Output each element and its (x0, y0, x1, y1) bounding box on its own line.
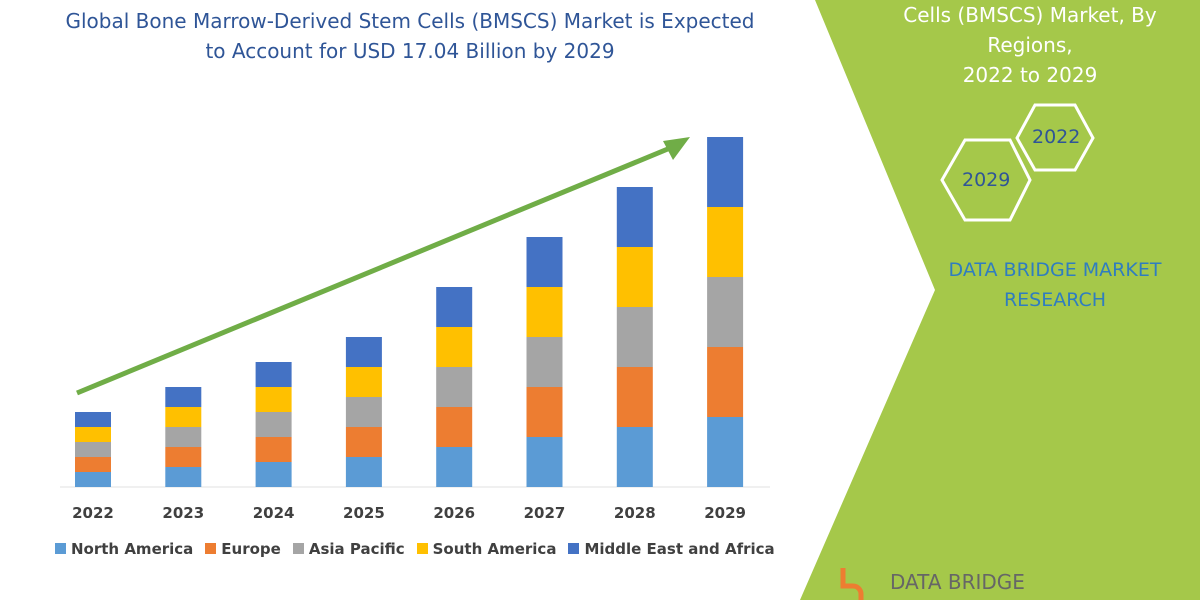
x-tick-label: 2029 (704, 504, 746, 522)
title-line-1: Global Bone Marrow-Derived Stem Cells (B… (65, 9, 755, 33)
bar-2029-europe (707, 347, 744, 417)
legend-swatch (55, 543, 66, 554)
logo-icon (840, 568, 864, 600)
trend-arrow-line (76, 143, 676, 396)
right-title-line-2: 2022 to 2029 (962, 63, 1098, 87)
x-tick-label: 2022 (72, 504, 114, 522)
bar-2024-europe (255, 437, 292, 462)
bar-2027-asia-pacific (526, 337, 563, 387)
legend-item: North America (55, 540, 193, 558)
legend-swatch (416, 543, 428, 554)
hexagon-2029 (940, 138, 1032, 222)
bar-2026-europe (436, 407, 473, 447)
bar-2024-middle-east-and-africa (255, 362, 292, 387)
bar-2028-europe (616, 367, 653, 427)
brand-text: DATA BRIDGE MARKET RESEARCH (925, 255, 1185, 315)
bar-2024-north-america (255, 462, 292, 487)
legend: North America Europe Asia Pacific South Ame… (55, 540, 775, 558)
bar-2027-europe (526, 387, 563, 437)
x-tick-label: 2026 (433, 504, 475, 522)
bar-2025-north-america (345, 457, 382, 487)
bar-2026-south-america (436, 327, 473, 367)
brand-line-2: RESEARCH (1003, 289, 1107, 311)
hex-label-2029: 2029 (962, 169, 1011, 191)
legend-swatch (292, 543, 304, 554)
bar-2025-asia-pacific (345, 397, 382, 427)
x-tick-label: 2028 (614, 504, 656, 522)
bar-2022-middle-east-and-africa (75, 412, 111, 427)
hexagon-2022 (1015, 103, 1095, 172)
logo-text: DATA BRIDGE (890, 570, 1025, 594)
bar-2028-north-america (616, 427, 653, 487)
x-tick-label: 2025 (343, 504, 385, 522)
bar-2025-europe (345, 427, 382, 457)
trend-arrow-head (663, 137, 690, 160)
bar-2027-south-america (526, 287, 563, 337)
legend-item: Asia Pacific (292, 540, 405, 558)
legend-item: South America (416, 540, 557, 558)
bar-2023-middle-east-and-africa (165, 387, 202, 407)
hex-label-2022: 2022 (1032, 126, 1081, 148)
legend-label: Asia Pacific (308, 540, 405, 558)
bar-2028-asia-pacific (616, 307, 653, 367)
bar-2029-north-america (707, 417, 744, 487)
bar-2023-europe (165, 447, 202, 467)
legend-swatch (205, 543, 217, 554)
x-tick-label: 2023 (162, 504, 204, 522)
bar-2028-south-america (616, 247, 653, 307)
chart-title: Global Bone Marrow-Derived Stem Cells (B… (40, 6, 780, 66)
bar-2022-south-america (75, 427, 111, 442)
bar-2029-middle-east-and-africa (707, 137, 744, 207)
bar-2027-middle-east-and-africa (526, 237, 563, 287)
legend-label: North America (71, 540, 194, 558)
bar-2025-middle-east-and-africa (345, 337, 382, 367)
legend-label: Middle East and Africa (584, 540, 775, 558)
bar-2029-asia-pacific (707, 277, 744, 347)
bar-2025-south-america (345, 367, 382, 397)
bar-2029-south-america (707, 207, 744, 277)
legend-item: Europe (205, 540, 281, 558)
bar-2026-middle-east-and-africa (436, 287, 473, 327)
x-tick-label: 2027 (524, 504, 566, 522)
bar-2026-asia-pacific (436, 367, 473, 407)
bar-2023-south-america (165, 407, 202, 427)
bar-2022-europe (75, 457, 111, 472)
bar-2028-middle-east-and-africa (616, 187, 653, 247)
right-title-line-1: Cells (BMSCS) Market, By Regions, (903, 3, 1157, 57)
legend-label: South America (432, 540, 557, 558)
bar-2023-north-america (165, 467, 202, 487)
x-tick-label: 2024 (253, 504, 295, 522)
bar-2024-south-america (255, 387, 292, 412)
green-panel (800, 0, 1200, 600)
bar-2022-north-america (75, 472, 111, 487)
bar-2023-asia-pacific (165, 427, 202, 447)
right-title: Cells (BMSCS) Market, By Regions, 2022 t… (860, 0, 1200, 90)
legend-swatch (568, 543, 580, 554)
title-line-2: to Account for USD 17.04 Billion by 2029 (205, 39, 615, 63)
bar-2026-north-america (436, 447, 473, 487)
legend-label: Europe (221, 540, 281, 558)
bar-2027-north-america (526, 437, 563, 487)
bar-2024-asia-pacific (255, 412, 292, 437)
legend-item: Middle East and Africa (568, 540, 775, 558)
bar-2022-asia-pacific (75, 442, 111, 457)
brand-line-1: DATA BRIDGE MARKET (948, 259, 1162, 281)
